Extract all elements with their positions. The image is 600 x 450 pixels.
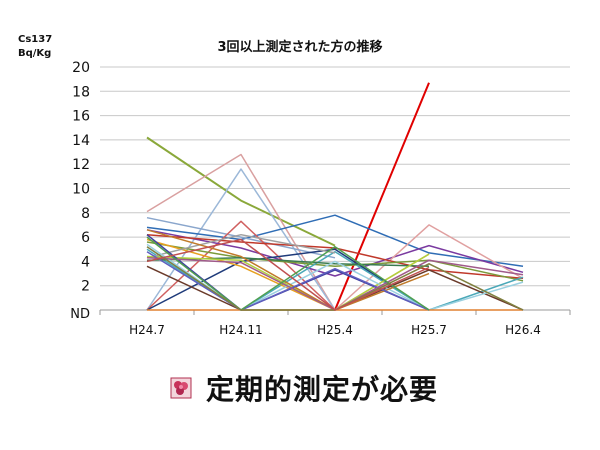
y-tick-label: 12 [72, 157, 90, 173]
series-line-5 [146, 214, 524, 268]
x-tick-label: H24.11 [219, 323, 262, 337]
y-tick-label: 6 [81, 230, 90, 246]
series-lines [146, 82, 524, 311]
chart-title: 3回以上測定された方の推移 [217, 40, 383, 55]
y-tick-label: 4 [81, 254, 90, 270]
flower-bullet-icon [170, 377, 192, 399]
series-line-15 [146, 233, 336, 259]
unit-nuclide-label: Cs137 [18, 34, 53, 45]
footer-message: 定期的測定が必要 [170, 368, 438, 408]
y-tick-label: 8 [81, 206, 90, 222]
series-line-21 [146, 229, 430, 311]
y-tick-label-nd: ND [70, 307, 90, 322]
series-line-20 [146, 243, 524, 311]
series-line-11 [146, 248, 430, 311]
unit-measure-label: Bq/Kg [18, 48, 52, 59]
y-tick-label: 20 [72, 60, 90, 76]
x-tick-label: H25.7 [411, 323, 447, 337]
tick-labels: 2 4 6 8 10 12 14 16 18 20 ND H24.7 H24.11 H25.4 H25.7 H… [70, 60, 541, 337]
series-line-12 [146, 241, 524, 282]
x-tick-label: H25.4 [317, 323, 353, 337]
series-line-3 [146, 153, 336, 311]
series-line-1 [146, 136, 336, 247]
x-tick-label: H24.7 [129, 323, 165, 337]
series-line-6 [146, 216, 336, 259]
x-tick-label: H26.4 [505, 323, 541, 337]
footer-text: 定期的測定が必要 [206, 373, 439, 406]
series-line-25 [146, 236, 430, 311]
y-tick-label: 14 [72, 133, 90, 149]
y-tick-label: 10 [72, 182, 90, 198]
y-tick-label: 18 [72, 84, 90, 100]
series-line-27 [146, 238, 430, 311]
y-tick-label: 2 [81, 279, 90, 295]
series-line-10 [146, 233, 524, 280]
series-line-9 [334, 224, 524, 311]
y-tick-label: 16 [72, 109, 90, 125]
series-line-2 [334, 82, 430, 311]
